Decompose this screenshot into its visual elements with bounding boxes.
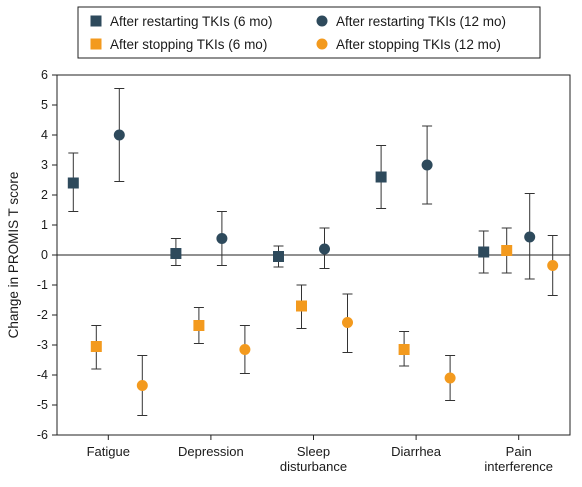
axes: -6 -5 -4 -3 -2 -1 0 1 2 3 4 5 6 Fatigue Depression Slee… (37, 68, 571, 474)
legend-label: After stopping TKIs (12 mo) (336, 37, 501, 52)
data-point-circle (136, 380, 148, 391)
y-tick-label: -2 (37, 308, 48, 322)
y-tick-label: -1 (37, 278, 48, 292)
x-category-label: Sleep (297, 444, 330, 459)
data-point-square (273, 251, 284, 262)
data-point-square (375, 171, 387, 183)
y-tick-label: -6 (37, 428, 48, 442)
data-marks (67, 88, 559, 416)
data-point-circle (239, 344, 251, 355)
y-tick-label: 3 (41, 158, 48, 172)
data-point-square (90, 341, 102, 352)
data-point-circle (444, 372, 456, 384)
data-point-circle (547, 260, 559, 271)
y-tick-label: 6 (41, 68, 48, 82)
data-point-square (67, 177, 79, 189)
data-point-circle (216, 233, 228, 244)
legend: After restarting TKIs (6 mo) After stoppi… (77, 6, 541, 59)
data-point-circle (342, 317, 353, 328)
legend-label: After restarting TKIs (12 mo) (336, 14, 506, 29)
x-category-label: disturbance (280, 459, 347, 474)
data-point-circle (421, 159, 433, 171)
x-category-label: Pain (506, 444, 532, 459)
y-tick-label: 0 (41, 248, 48, 262)
y-tick-label: 2 (41, 188, 48, 202)
y-tick-label: -3 (37, 338, 48, 352)
legend-marker-square (90, 15, 102, 27)
data-point-circle (524, 231, 536, 243)
y-tick-label: -4 (37, 368, 48, 382)
data-point-square (170, 248, 182, 259)
legend-marker-square (90, 38, 102, 50)
y-tick-label: -5 (37, 398, 48, 412)
x-category-label: interference (484, 459, 553, 474)
legend-marker-circle (316, 15, 328, 27)
x-category-label: Fatigue (87, 444, 130, 459)
y-tick-label: 4 (41, 128, 48, 142)
data-point-square (501, 245, 513, 256)
legend-label: After restarting TKIs (6 mo) (110, 14, 273, 29)
data-point-circle (319, 243, 330, 255)
legend-label: After stopping TKIs (6 mo) (110, 37, 267, 52)
y-axis-label: Change in PROMIS T score (6, 172, 21, 339)
x-category-label: Depression (178, 444, 244, 459)
data-point-circle (113, 129, 125, 141)
x-category-label: Diarrhea (391, 444, 442, 459)
legend-marker-circle (316, 38, 328, 50)
y-tick-label: 1 (41, 218, 48, 232)
data-point-square (398, 344, 410, 355)
y-tick-label: 5 (41, 98, 48, 112)
data-point-square (296, 300, 307, 312)
data-point-square (193, 320, 205, 331)
legend-box (77, 6, 541, 59)
data-point-square (478, 246, 490, 258)
